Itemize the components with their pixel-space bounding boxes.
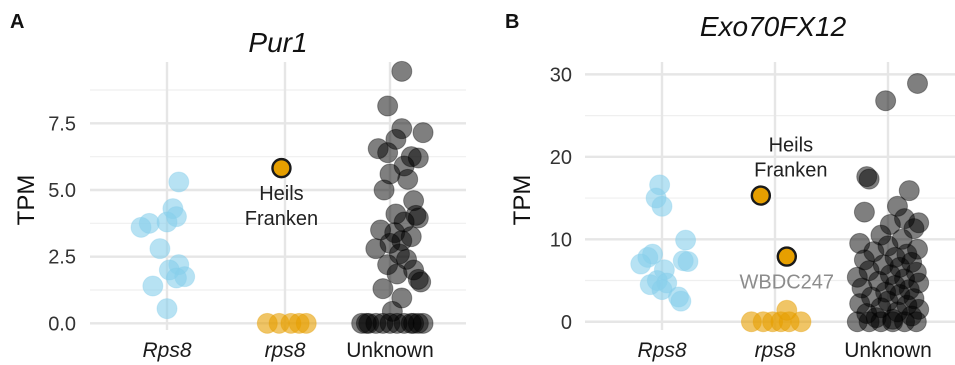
highlighted-point xyxy=(776,246,797,267)
y-tick-label: 0 xyxy=(561,312,572,334)
data-point-rps8 xyxy=(677,251,699,273)
panel-label: A xyxy=(10,11,24,33)
data-point-unknown xyxy=(905,311,927,333)
data-point-rps8 xyxy=(776,299,798,321)
data-point-unknown xyxy=(355,312,377,334)
data-point-unknown xyxy=(403,312,425,334)
data-point-rps8 xyxy=(630,253,652,275)
x-tick-label: Unknown xyxy=(346,339,434,362)
data-point-unknown xyxy=(858,168,880,190)
y-tick-label: 20 xyxy=(550,147,572,169)
data-point-unknown xyxy=(410,271,432,293)
data-point-rps8 xyxy=(670,290,692,312)
data-point-unknown xyxy=(898,180,920,202)
data-point-unknown xyxy=(397,168,419,190)
data-point-rps8 xyxy=(156,298,178,320)
y-tick-label: 30 xyxy=(550,64,572,86)
data-point-unknown xyxy=(391,60,413,82)
x-tick-label: Rps8 xyxy=(142,339,191,362)
data-point-unknown xyxy=(372,278,394,300)
x-tick-label: rps8 xyxy=(265,339,306,362)
y-tick-label: 5.0 xyxy=(48,180,76,202)
data-point-rps8 xyxy=(295,312,317,334)
x-tick-label: rps8 xyxy=(755,339,796,362)
chart-title: Pur1 xyxy=(248,27,307,58)
data-point-unknown xyxy=(377,142,399,164)
point-annotation: Franken xyxy=(245,208,318,230)
point-annotation: Franken xyxy=(754,160,827,182)
data-point-rps8 xyxy=(168,171,190,193)
y-tick-label: 10 xyxy=(550,229,572,251)
panel-b: 0 10 20 30 Rps8 rps8 Unknown Heils Franken WBDC24… xyxy=(505,11,955,362)
data-point-rps8 xyxy=(790,311,812,333)
data-point-unknown xyxy=(875,90,897,112)
panel-label: B xyxy=(505,11,519,33)
x-tick-label: Unknown xyxy=(844,339,932,362)
highlighted-point xyxy=(750,185,772,206)
data-point-rps8 xyxy=(156,211,178,233)
y-tick-label: 7.5 xyxy=(48,113,76,135)
highlighted-point xyxy=(271,157,292,179)
data-point-unknown xyxy=(377,95,399,117)
data-point-rps8 xyxy=(675,229,697,251)
data-point-unknown xyxy=(386,263,408,285)
data-point-unknown xyxy=(412,122,434,144)
y-tick-label: 2.5 xyxy=(48,247,76,269)
data-point-rps8 xyxy=(651,195,673,217)
y-axis-label: TPM xyxy=(13,175,40,226)
panel-a: 0.0 2.5 5.0 7.5 Rps8 rps8 Unknown Heils Franken P… xyxy=(10,11,466,362)
y-tick-label: 0.0 xyxy=(48,313,76,335)
data-point-unknown xyxy=(373,179,395,201)
data-point-unknown xyxy=(365,238,387,260)
point-annotation: Heils xyxy=(769,135,813,157)
chart-title: Exo70FX12 xyxy=(700,11,847,42)
data-point-rps8 xyxy=(149,238,171,260)
point-annotation: Heils xyxy=(259,183,303,205)
data-point-rps8 xyxy=(142,275,164,297)
data-point-rps8 xyxy=(138,212,160,234)
data-point-unknown xyxy=(853,201,875,223)
point-annotation: WBDC247 xyxy=(740,272,834,294)
data-point-unknown xyxy=(907,72,928,94)
data-point-rps8 xyxy=(165,267,187,289)
y-axis-label: TPM xyxy=(509,175,536,226)
x-tick-label: Rps8 xyxy=(637,339,686,362)
